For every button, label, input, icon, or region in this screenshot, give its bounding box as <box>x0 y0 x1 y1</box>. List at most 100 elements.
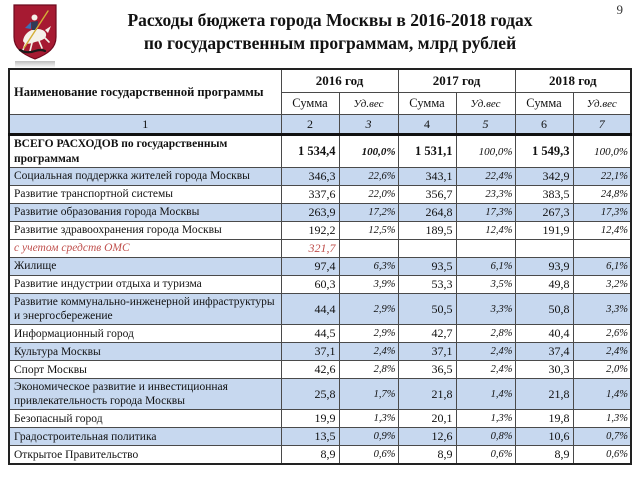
program-name-cell: Развитие индустрии отдыха и туризма <box>8 275 282 294</box>
sum-cell: 346,3 <box>280 167 340 186</box>
share-cell: 17,3% <box>572 203 632 222</box>
sum-cell: 356,7 <box>397 185 457 204</box>
share-cell: 0,8% <box>455 427 516 447</box>
sum-cell: 342,9 <box>514 167 574 186</box>
program-name-cell: Культура Москвы <box>8 342 282 362</box>
share-cell: 3,3% <box>572 292 632 326</box>
share-cell: 1,3% <box>338 409 399 429</box>
share-cell: 3,3% <box>455 292 516 326</box>
title-line-1: Расходы бюджета города Москвы в 2016-201… <box>127 10 533 30</box>
share-cell: 3,2% <box>572 275 632 294</box>
table-row: Информационный город 44,5 2,9% 42,7 2,8% 40,4… <box>8 324 632 344</box>
sum-cell: 44,4 <box>280 292 340 326</box>
sum-cell: 37,4 <box>514 342 574 362</box>
share-cell: 2,8% <box>338 360 399 380</box>
sum-cell: 60,3 <box>280 275 340 294</box>
table-row: Спорт Москвы 42,6 2,8% 36,5 2,4% 30,3 2,0% <box>8 360 632 380</box>
sum-cell: 40,4 <box>514 324 574 344</box>
sum-cell: 189,5 <box>397 221 457 240</box>
slide-title: Расходы бюджета города Москвы в 2016-201… <box>88 9 572 55</box>
share-cell: 6,3% <box>338 257 399 276</box>
budget-table: Наименование государственной программы 2… <box>8 68 632 466</box>
sum-cell: 337,6 <box>280 185 340 204</box>
column-header-sum-2017: Сумма <box>397 92 457 115</box>
moscow-coat-of-arms-logo <box>11 4 59 68</box>
share-cell: 17,3% <box>455 203 516 222</box>
share-cell: 23,3% <box>455 185 516 204</box>
share-cell: 3,9% <box>338 275 399 294</box>
table-row: Экономическое развитие и инвестиционная … <box>8 378 632 411</box>
share-cell: 1,3% <box>455 409 516 429</box>
share-cell: 2,4% <box>572 342 632 362</box>
column-index-7: 7 <box>572 114 632 136</box>
sum-cell: 321,7 <box>280 239 340 258</box>
share-cell: 1,4% <box>455 378 516 411</box>
column-header-year-2018: 2018 год <box>514 68 632 93</box>
page-number: 9 <box>616 2 624 17</box>
sum-cell: 13,5 <box>280 427 340 447</box>
sum-cell: 93,5 <box>397 257 457 276</box>
sum-cell: 21,8 <box>397 378 457 411</box>
share-cell: 2,8% <box>455 324 516 344</box>
sum-cell: 49,8 <box>514 275 574 294</box>
share-cell: 2,9% <box>338 292 399 326</box>
share-cell: 22,6% <box>338 167 399 186</box>
share-cell: 2,4% <box>455 342 516 362</box>
program-name-cell: Спорт Москвы <box>8 360 282 380</box>
column-header-sum-2016: Сумма <box>280 92 340 115</box>
share-cell: 12,4% <box>572 221 632 240</box>
sum-cell: 42,7 <box>397 324 457 344</box>
share-cell: 1,3% <box>572 409 632 429</box>
sum-cell: 8,9 <box>397 445 457 465</box>
share-cell: 3,5% <box>455 275 516 294</box>
share-cell <box>455 239 516 258</box>
share-cell: 0,6% <box>455 445 516 465</box>
sum-cell: 37,1 <box>280 342 340 362</box>
sum-cell: 8,9 <box>514 445 574 465</box>
column-index-6: 6 <box>514 114 574 136</box>
sum-cell: 263,9 <box>280 203 340 222</box>
program-name-cell: Градостроительная политика <box>8 427 282 447</box>
share-cell: 2,9% <box>338 324 399 344</box>
column-header-sum-2018: Сумма <box>514 92 574 115</box>
share-cell: 2,6% <box>572 324 632 344</box>
sum-cell: 50,8 <box>514 292 574 326</box>
sum-cell: 12,6 <box>397 427 457 447</box>
share-cell: 0,7% <box>572 427 632 447</box>
share-cell: 100,0% <box>572 134 632 168</box>
share-cell: 2,0% <box>572 360 632 380</box>
column-index-4: 4 <box>397 114 457 136</box>
program-name-cell: Экономическое развитие и инвестиционная … <box>8 378 282 411</box>
column-header-share-2017: Уд.вес <box>455 92 516 115</box>
sum-cell: 192,2 <box>280 221 340 240</box>
share-cell <box>572 239 632 258</box>
sum-cell: 42,6 <box>280 360 340 380</box>
share-cell: 100,0% <box>455 134 516 168</box>
sum-cell: 19,9 <box>280 409 340 429</box>
share-cell: 0,9% <box>338 427 399 447</box>
share-cell: 6,1% <box>572 257 632 276</box>
table-row: Развитие индустрии отдыха и туризма 60,3 3… <box>8 275 632 294</box>
sum-cell: 37,1 <box>397 342 457 362</box>
coat-of-arms-icon <box>13 4 57 68</box>
table-row: Развитие транспортной системы 337,6 22,0% 3… <box>8 185 632 204</box>
table-row: с учетом средств ОМС 321,7 <box>8 239 632 258</box>
sum-cell: 10,6 <box>514 427 574 447</box>
column-header-year-2017: 2017 год <box>397 68 516 93</box>
program-name-cell: Развитие транспортной системы <box>8 185 282 204</box>
sum-cell: 8,9 <box>280 445 340 465</box>
share-cell: 22,1% <box>572 167 632 186</box>
sum-cell: 264,8 <box>397 203 457 222</box>
table-row: ВСЕГО РАСХОДОВ по государственным програ… <box>8 134 632 168</box>
share-cell: 17,2% <box>338 203 399 222</box>
sum-cell: 21,8 <box>514 378 574 411</box>
share-cell: 6,1% <box>455 257 516 276</box>
sum-cell: 30,3 <box>514 360 574 380</box>
sum-cell: 20,1 <box>397 409 457 429</box>
share-cell <box>338 239 399 258</box>
sum-cell: 93,9 <box>514 257 574 276</box>
share-cell: 24,8% <box>572 185 632 204</box>
column-header-share-2018: Уд.вес <box>572 92 632 115</box>
table-header-sub-row: Сумма Уд.вес Сумма Уд.вес Сумма Уд.вес <box>9 92 632 115</box>
